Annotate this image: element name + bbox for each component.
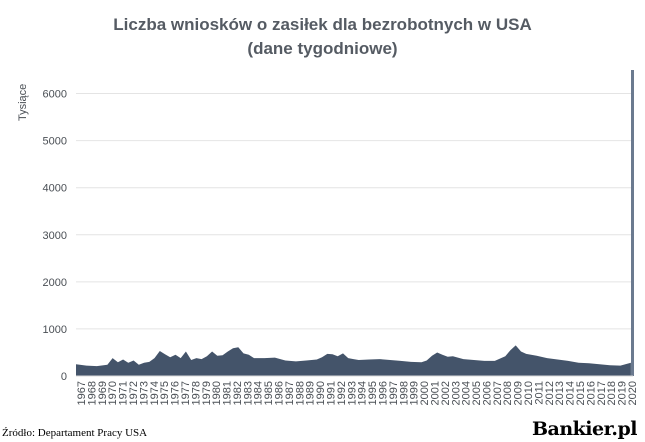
x-tick-label: 2007 <box>492 381 504 405</box>
y-tick-label: 1000 <box>43 324 67 336</box>
x-tick-label: 1969 <box>97 381 109 405</box>
x-tick-label: 1970 <box>107 381 119 405</box>
x-tick-label: 2011 <box>533 381 545 405</box>
x-tick-label: 1979 <box>201 381 213 405</box>
chart-subtitle: (dane tygodniowe) <box>247 39 398 58</box>
source-note: Źródło: Departament Pracy USA <box>2 427 148 439</box>
x-tick-label: 1993 <box>346 381 358 405</box>
x-tick-label: 1975 <box>159 381 171 405</box>
x-tick-label: 1981 <box>222 381 234 405</box>
x-tick-label: 1974 <box>149 381 161 405</box>
x-tick-label: 2015 <box>575 381 587 405</box>
x-tick-label: 1982 <box>232 381 244 405</box>
x-tick-label: 1995 <box>367 381 379 405</box>
x-tick-label: 1999 <box>409 381 421 405</box>
x-tick-label: 1971 <box>118 381 130 405</box>
claims-area-series <box>76 345 631 376</box>
y-tick-label: 5000 <box>43 136 67 148</box>
x-tick-label: 2004 <box>461 381 473 405</box>
chart-title: Liczba wniosków o zasiłek dla bezrobotny… <box>113 15 532 34</box>
x-tick-label: 2020 <box>627 381 639 405</box>
x-tick-label: 2000 <box>419 381 431 405</box>
x-tick-label: 1997 <box>388 381 400 405</box>
x-tick-label: 2013 <box>554 381 566 405</box>
y-tick-label: 4000 <box>43 183 67 195</box>
x-tick-label: 2002 <box>440 381 452 405</box>
y-tick-label: 2000 <box>43 277 67 289</box>
x-tick-label: 1972 <box>128 381 140 405</box>
x-tick-label: 1973 <box>138 381 150 405</box>
x-tick-label: 1992 <box>336 381 348 405</box>
x-tick-label: 1983 <box>242 381 254 405</box>
x-tick-label: 2017 <box>596 381 608 405</box>
x-tick-label: 2010 <box>523 381 535 405</box>
y-tick-label: 3000 <box>43 230 67 242</box>
x-tick-label: 1986 <box>274 381 286 405</box>
x-tick-label: 2014 <box>565 381 577 405</box>
x-tick-label: 2005 <box>471 381 483 405</box>
x-tick-label: 1990 <box>315 381 327 405</box>
x-tick-label: 1980 <box>211 381 223 405</box>
x-tick-label: 1977 <box>180 381 192 405</box>
x-tick-label: 1985 <box>263 381 275 405</box>
x-tick-label: 2009 <box>513 381 525 405</box>
x-tick-label: 2016 <box>585 381 597 405</box>
x-tick-label: 1978 <box>190 381 202 405</box>
claims-spike-2020 <box>631 70 634 376</box>
x-tick-label: 2018 <box>606 381 618 405</box>
x-tick-label: 2019 <box>617 381 629 405</box>
x-tick-label: 1994 <box>357 381 369 405</box>
x-tick-label: 1967 <box>76 381 88 405</box>
x-tick-label: 1968 <box>86 381 98 405</box>
x-tick-label: 1998 <box>398 381 410 405</box>
x-tick-label: 1996 <box>378 381 390 405</box>
bankier-logo: Bankier.pl <box>531 418 638 440</box>
x-tick-label: 2001 <box>430 381 442 405</box>
y-tick-label: 0 <box>61 371 67 383</box>
x-tick-label: 1991 <box>326 381 338 405</box>
x-tick-label: 1984 <box>253 381 265 405</box>
x-tick-label: 1988 <box>294 381 306 405</box>
x-tick-label: 2003 <box>450 381 462 405</box>
x-tick-label: 1987 <box>284 381 296 405</box>
x-tick-label: 2012 <box>544 381 556 405</box>
x-tick-label: 2006 <box>482 381 494 405</box>
x-tick-label: 1976 <box>170 381 182 405</box>
x-tick-label: 2008 <box>502 381 514 405</box>
x-tick-label: 1989 <box>305 381 317 405</box>
y-tick-label: 6000 <box>43 89 67 101</box>
